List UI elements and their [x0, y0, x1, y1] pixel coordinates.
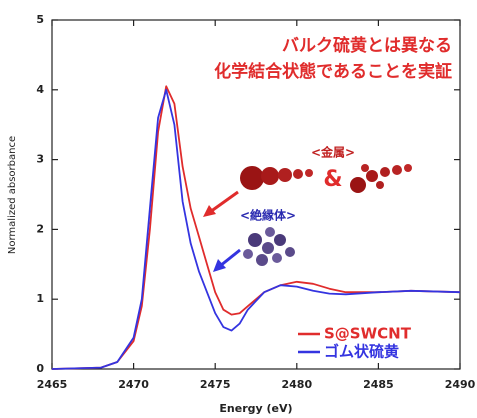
annotation: <金属>	[311, 145, 355, 160]
x-axis-label: Energy (eV)	[219, 402, 292, 415]
x-tick-label: 2480	[281, 378, 312, 391]
y-axis-label: Normalized absorbance	[7, 136, 18, 254]
x-tick-label: 2485	[363, 378, 394, 391]
chart: Energy (eV) Normalized absorbance バルク硫黄と…	[0, 0, 477, 418]
annotation: <絶縁体>	[240, 208, 296, 223]
annotation: 化学結合状態であることを実証	[214, 61, 452, 82]
insulator-molecule	[243, 227, 295, 266]
y-tick-label: 4	[36, 83, 44, 96]
y-tick-label: 0	[36, 362, 44, 375]
page: Energy (eV) Normalized absorbance バルク硫黄と…	[0, 0, 477, 418]
x-tick-label: 2470	[118, 378, 149, 391]
x-tick-label: 2490	[445, 378, 476, 391]
arrows	[203, 192, 240, 272]
annotation: バルク硫黄とは異なる	[282, 35, 452, 56]
legend-label: ゴム状硫黄	[324, 343, 399, 361]
y-tick-label: 3	[36, 153, 44, 166]
annotation: &	[323, 167, 342, 192]
x-tick-label: 2465	[37, 378, 68, 391]
y-tick-label: 5	[36, 13, 44, 26]
y-tick-label: 2	[36, 222, 44, 235]
x-tick-label: 2475	[200, 378, 231, 391]
legend-label: S@SWCNT	[324, 325, 412, 343]
y-tick-label: 1	[36, 292, 44, 305]
